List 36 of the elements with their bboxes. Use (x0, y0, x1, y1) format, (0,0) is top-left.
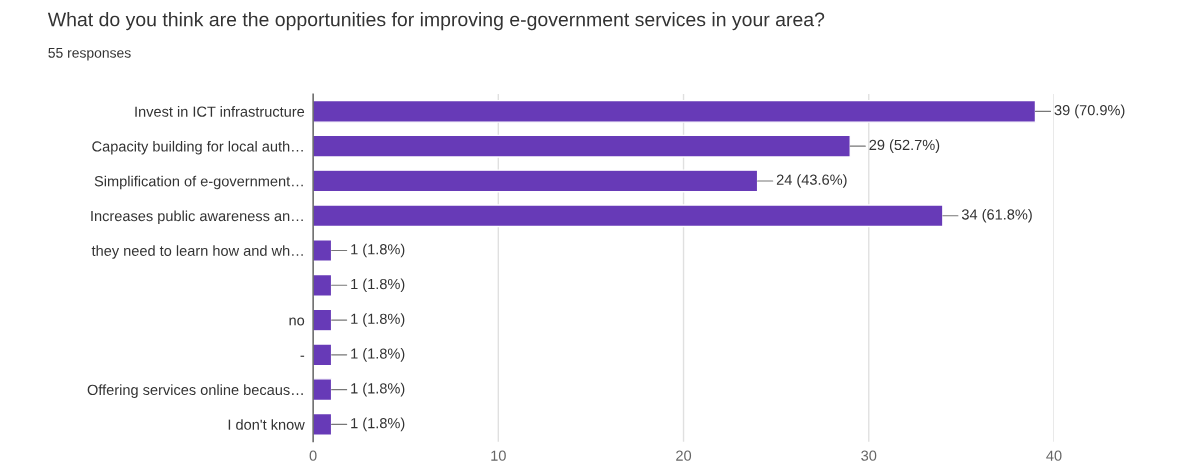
data-label: 34 (61.8%) (961, 208, 1032, 223)
x-tick-label: 10 (491, 450, 506, 461)
data-label: 1 (1.8%) (351, 313, 405, 327)
y-tick-label: - (300, 355, 305, 357)
bar (313, 308, 333, 332)
text: 55 responses (48, 48, 131, 61)
data-label: 1 (1.8%) (351, 348, 405, 362)
data-label: 1 (1.8%) (351, 382, 405, 397)
y-tick-label: they need to learn how and wh… (91, 245, 303, 259)
y-tick-label: Invest in ICT infrastructure (135, 106, 305, 117)
bar (313, 412, 333, 436)
x-tick-label: 30 (861, 450, 877, 461)
data-label: 29 (52.7%) (869, 139, 940, 153)
bar (313, 273, 333, 297)
data-label: 1 (1.8%) (351, 243, 405, 258)
x-tick-label: 0 (309, 450, 317, 461)
x-tick-label: 20 (676, 450, 692, 461)
y-tick-label: Increases public awareness an… (91, 210, 303, 225)
y-tick-label: Simplification of e-government… (94, 175, 303, 190)
chart-title: What do you think are the opportunities for improving e-government services in your area? (47, 12, 825, 31)
data-label: 39 (70.9%) (1054, 104, 1125, 119)
data-label: 1 (1.8%) (351, 278, 405, 293)
bar (313, 134, 851, 158)
bar (313, 99, 1037, 123)
bar (313, 378, 333, 402)
x-tick-label: 40 (1046, 450, 1062, 461)
bar (313, 204, 944, 228)
y-tick-label: I don't know (228, 419, 305, 430)
y-tick-label: Capacity building for local auth… (92, 140, 303, 155)
y-tick-label: no (289, 317, 305, 326)
bar (313, 239, 333, 262)
bar (313, 169, 759, 193)
y-tick-label: Offering services online becaus… (87, 384, 303, 398)
data-label: 1 (1.8%) (351, 417, 405, 432)
data-label: 24 (43.6%) (776, 174, 847, 188)
bar (313, 343, 333, 367)
